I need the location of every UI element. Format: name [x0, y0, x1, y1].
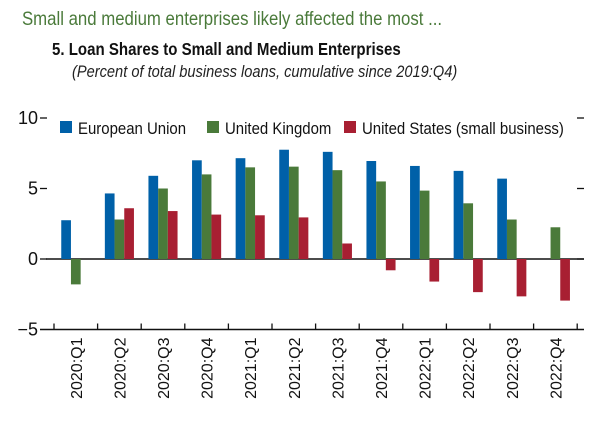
chart-subtitle: (Percent of total business loans, cumula…	[72, 62, 458, 81]
y-tick-label: 0	[28, 249, 38, 269]
x-tick-label: 2020:Q2	[112, 337, 129, 398]
bar-united-kingdom-2022-q4	[550, 227, 561, 259]
bar-united-states-small-business-2022-q1	[429, 259, 440, 282]
bar-european-union-2022-q3	[497, 178, 507, 259]
chart-title: 5. Loan Shares to Small and Medium Enter…	[52, 39, 401, 59]
legend-swatch	[344, 121, 356, 133]
x-tick-label: 2020:Q3	[156, 337, 173, 398]
x-tick-label: 2022:Q3	[505, 337, 522, 398]
bar-united-states-small-business-2020-q3	[167, 211, 178, 259]
bar-united-states-small-business-2021-q1	[255, 215, 265, 259]
bar-united-states-small-business-2022-q2	[473, 259, 483, 293]
bar-united-kingdom-2020-q2	[114, 219, 125, 259]
x-tick-label: 2022:Q2	[461, 337, 478, 398]
bar-united-states-small-business-2021-q4	[385, 259, 396, 271]
bar-united-kingdom-2022-q3	[506, 219, 517, 259]
bar-united-kingdom-2021-q1	[245, 167, 256, 259]
x-tick-label: 2021:Q3	[330, 337, 347, 398]
bar-european-union-2021-q3	[322, 151, 333, 259]
legend-label: United States (small business)	[362, 120, 564, 138]
bar-united-states-small-business-2022-q3	[516, 259, 527, 297]
bar-european-union-2022-q2	[453, 170, 464, 259]
bar-united-states-small-business-2020-q4	[211, 214, 222, 259]
y-tick-label: 10	[18, 108, 38, 128]
axes: −5 0 5 10	[17, 108, 584, 340]
legend-label: European Union	[78, 120, 186, 138]
bar-united-kingdom-2021-q3	[332, 170, 343, 259]
bar-european-union-2021-q2	[279, 149, 289, 259]
bars	[61, 149, 570, 301]
bar-united-kingdom-2022-q2	[463, 203, 474, 259]
x-tick-label: 2022:Q1	[418, 337, 435, 398]
bar-european-union-2021-q4	[366, 161, 377, 259]
x-tick-label: 2021:Q4	[374, 337, 391, 398]
x-tick-label: 2020:Q1	[69, 337, 86, 398]
bar-european-union-2020-q4	[192, 160, 202, 259]
bar-european-union-2022-q1	[410, 165, 420, 259]
x-tick-label: 2021:Q2	[287, 337, 304, 398]
legend-label: United Kingdom	[225, 120, 331, 138]
y-tick-label: −5	[17, 320, 38, 340]
bar-united-kingdom-2021-q2	[288, 166, 299, 259]
bar-united-states-small-business-2021-q2	[298, 217, 309, 259]
bar-united-kingdom-2022-q1	[419, 190, 430, 259]
bar-united-states-small-business-2022-q4	[560, 259, 570, 301]
bar-european-union-2020-q3	[148, 175, 159, 259]
x-tick-label: 2020:Q4	[200, 337, 217, 398]
bar-united-kingdom-2020-q3	[158, 188, 168, 259]
y-tick-label: 5	[28, 179, 38, 199]
bar-united-kingdom-2020-q4	[201, 174, 212, 259]
bar-united-states-small-business-2020-q2	[124, 208, 134, 259]
headline: Small and medium enterprises likely affe…	[22, 8, 443, 30]
bar-european-union-2021-q1	[235, 158, 246, 259]
bar-european-union-2020-q2	[104, 193, 115, 259]
bar-united-kingdom-2021-q4	[376, 181, 386, 259]
bar-european-union-2020-q1	[61, 220, 71, 259]
x-tick-label: 2022:Q4	[548, 337, 565, 398]
legend-swatch	[207, 121, 219, 133]
bar-united-kingdom-2020-q1	[70, 259, 81, 285]
bar-united-states-small-business-2021-q3	[342, 243, 352, 259]
x-tick-label: 2021:Q1	[243, 337, 260, 398]
x-axis-labels: 2020:Q1 2020:Q2 2020:Q3 2020:Q4 2021:Q1 2021:…	[69, 337, 566, 398]
legend-swatch	[60, 121, 72, 133]
legend: European Union United Kingdom United State…	[60, 120, 564, 138]
